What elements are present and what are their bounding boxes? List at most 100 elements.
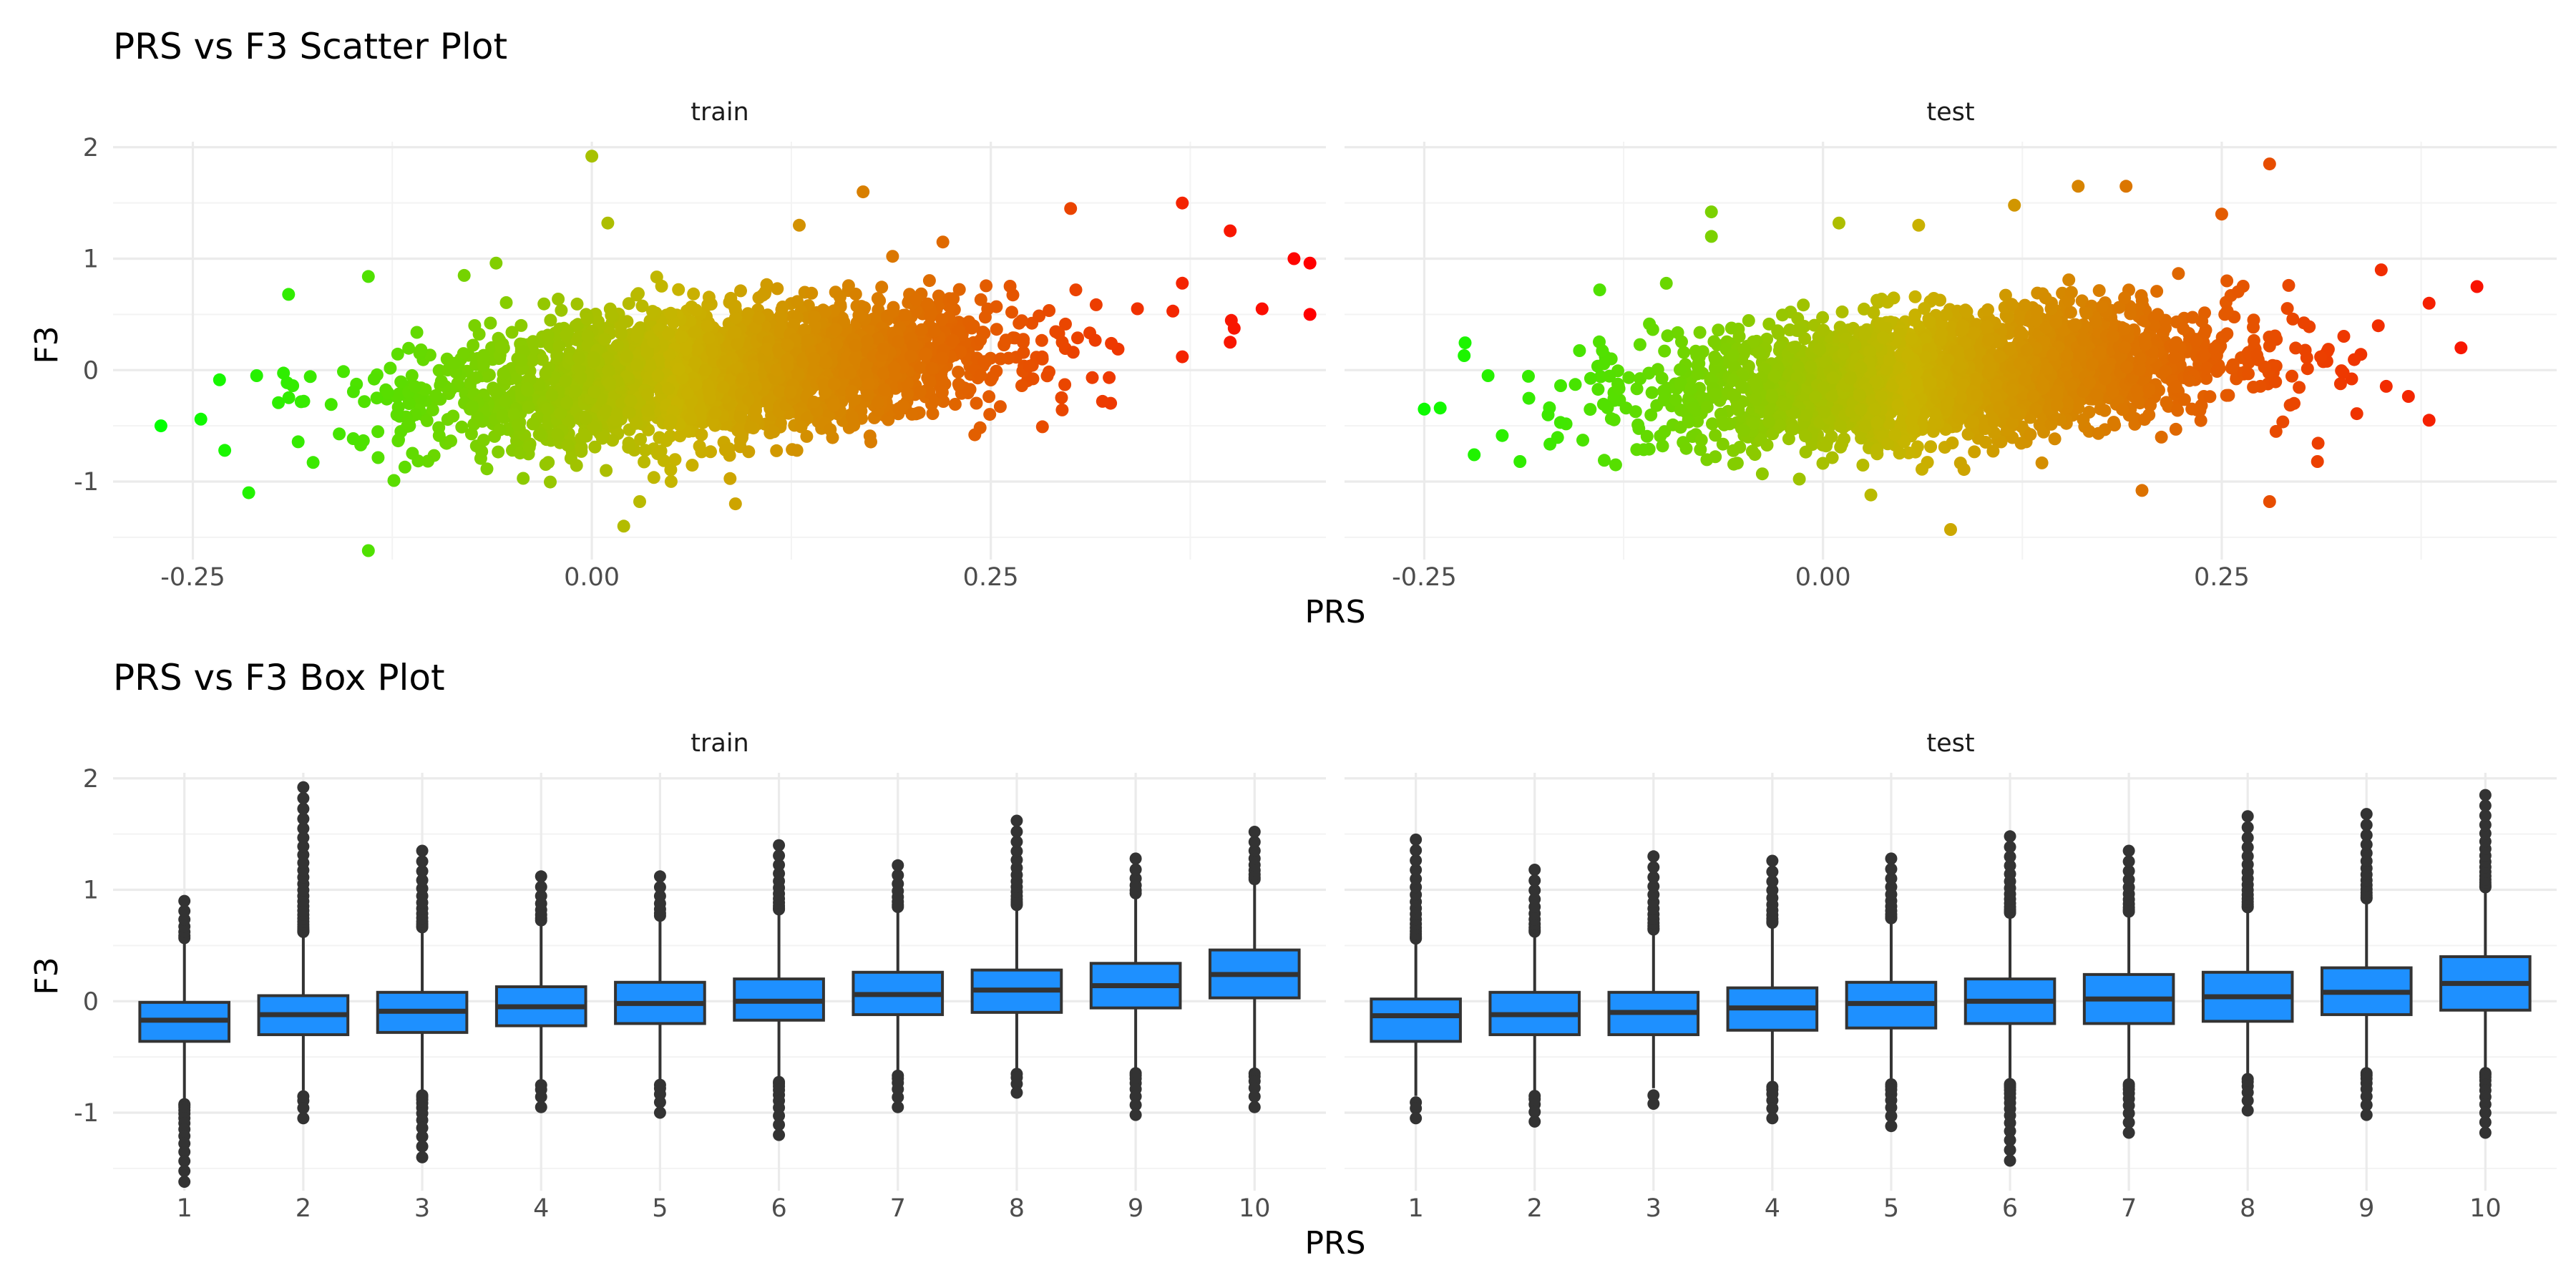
scatter-point xyxy=(946,333,960,347)
scatter-point xyxy=(1043,365,1055,379)
scatter-point xyxy=(936,235,950,249)
scatter-point xyxy=(2177,322,2190,336)
scatter-point xyxy=(394,375,408,389)
scatter-point xyxy=(790,444,804,457)
scatter-point xyxy=(1645,386,1659,399)
scatter-point xyxy=(921,297,935,311)
scatter-point xyxy=(603,302,617,316)
scatter-point xyxy=(242,486,255,499)
scatter-point xyxy=(600,464,613,477)
scatter-point xyxy=(1631,418,1645,431)
scatter-point xyxy=(965,321,978,335)
scatter-point xyxy=(1458,336,1472,350)
scatter-point xyxy=(406,447,419,460)
scatter-point xyxy=(489,256,503,270)
scatter-point xyxy=(688,326,702,339)
scatter-point xyxy=(1692,358,1704,371)
scatter-point xyxy=(1287,252,1301,265)
scatter-point xyxy=(828,377,841,391)
scatter-point xyxy=(935,386,949,399)
scatter-point xyxy=(1522,391,1536,405)
scatter-point xyxy=(1856,459,1870,472)
scatter-point xyxy=(542,456,555,469)
scatter-point xyxy=(391,347,404,361)
scatter-point xyxy=(1799,445,1813,459)
scatter-point xyxy=(1003,280,1017,293)
scatter-point xyxy=(1088,333,1102,347)
scatter-point xyxy=(994,352,1008,366)
scatter-point xyxy=(901,387,914,401)
scatter-point xyxy=(1089,298,1103,311)
scatter-point xyxy=(784,386,797,399)
scatter-point xyxy=(592,315,605,328)
scatter-point xyxy=(522,441,536,454)
scatter-point xyxy=(1553,416,1567,429)
scatter-point xyxy=(638,444,652,457)
scatter-point xyxy=(887,305,900,318)
scatter-point xyxy=(702,331,716,345)
scatter-point xyxy=(603,376,616,390)
scatter-point xyxy=(570,297,584,311)
scatter-point xyxy=(655,279,668,293)
scatter-point xyxy=(875,280,889,294)
scatter-point xyxy=(905,407,919,421)
scatter-point xyxy=(771,282,784,296)
scatter-point xyxy=(606,434,620,447)
scatter-point xyxy=(598,333,612,346)
scatter-point xyxy=(509,371,522,385)
scatter-point xyxy=(2107,416,2120,429)
scatter-point xyxy=(277,366,291,380)
scatter-point xyxy=(1468,448,1481,462)
scatter-point xyxy=(824,423,837,436)
scatter-point xyxy=(1224,224,1237,238)
scatter-point xyxy=(595,431,609,445)
scatter-point xyxy=(194,412,208,426)
scatter-point xyxy=(993,400,1007,414)
scatter-point xyxy=(702,291,716,304)
scatter-point xyxy=(1960,305,1974,318)
scatter-point xyxy=(731,337,744,351)
scatter-point xyxy=(1058,378,1072,391)
scatter-point xyxy=(807,395,821,409)
scatter-point xyxy=(1979,436,1992,449)
scatter-point xyxy=(580,312,594,326)
scatter-point xyxy=(1596,397,1610,411)
scatter-point xyxy=(1816,311,1830,324)
scatter-point xyxy=(749,404,762,417)
scatter-point xyxy=(749,380,762,394)
scatter-point xyxy=(1496,429,1509,442)
scatter-point xyxy=(734,284,747,298)
scatter-point xyxy=(935,313,949,326)
scatter-point xyxy=(294,395,308,409)
scatter-point xyxy=(2333,377,2347,391)
scatter-point xyxy=(477,434,490,447)
scatter-point xyxy=(464,427,478,441)
scatter-point xyxy=(1659,276,1673,290)
scatter-point xyxy=(410,326,424,339)
scatter-point xyxy=(526,335,540,348)
scatter-strip-test: test xyxy=(1926,98,1974,127)
scatter-point xyxy=(801,333,814,347)
scatter-point xyxy=(1176,276,1189,290)
scatter-point xyxy=(324,398,338,411)
scatter-point xyxy=(552,293,565,306)
scatter-point xyxy=(672,283,686,296)
scatter-point xyxy=(1622,371,1636,384)
scatter-point xyxy=(1677,346,1691,359)
scatter-point xyxy=(398,460,411,474)
scatter-point xyxy=(922,274,936,288)
scatter-point xyxy=(1176,350,1189,364)
scatter-point xyxy=(974,293,987,306)
scatter-point xyxy=(1694,434,1708,447)
scatter-point xyxy=(2169,422,2182,436)
scatter-point xyxy=(2301,362,2314,376)
scatter-point xyxy=(570,459,583,472)
scatter-point xyxy=(482,369,496,381)
scatter-point xyxy=(1059,317,1072,331)
scatter-point xyxy=(793,218,806,232)
scatter-point xyxy=(517,472,530,485)
scatter-point xyxy=(830,337,844,351)
scatter-point xyxy=(1792,472,1806,486)
scatter-point xyxy=(1612,382,1626,395)
scatter-point xyxy=(1820,439,1833,453)
